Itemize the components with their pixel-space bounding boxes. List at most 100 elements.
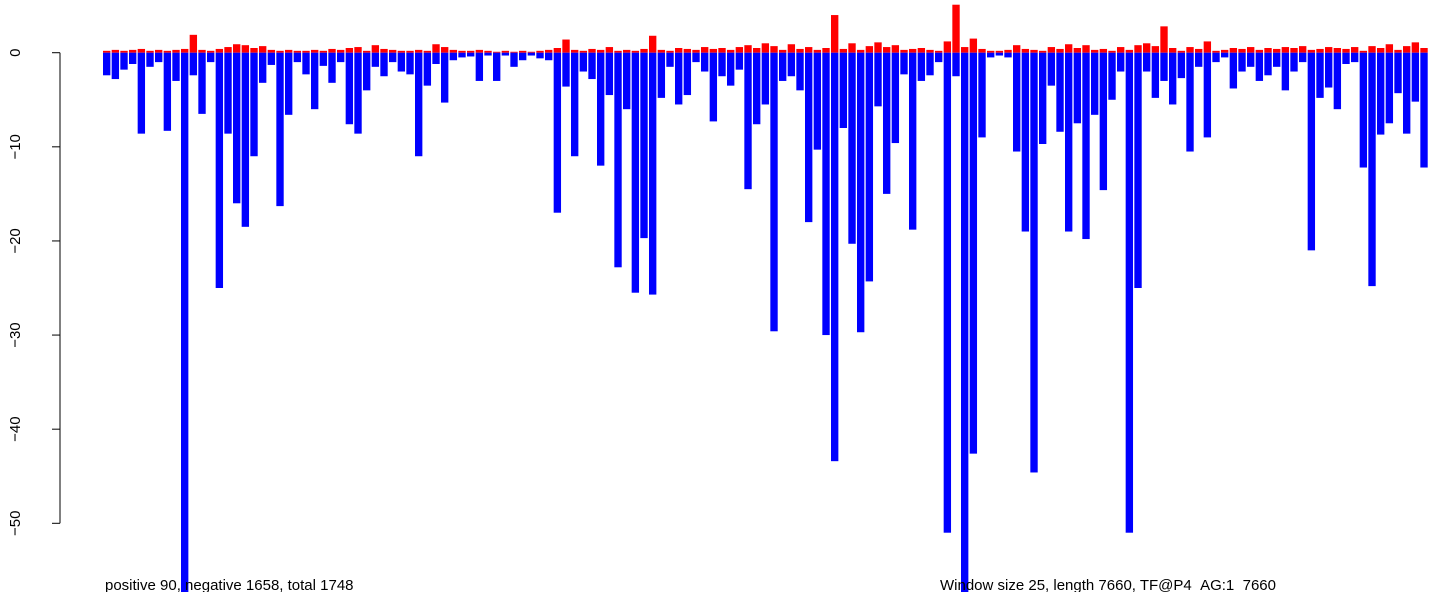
bar (839, 48, 848, 53)
bar (380, 52, 388, 77)
bar (1316, 52, 1324, 98)
bar (1056, 48, 1064, 53)
y-tick-label: 0 (7, 49, 24, 57)
bar (363, 52, 371, 91)
bar (233, 52, 241, 204)
bar (900, 52, 908, 75)
bar (189, 34, 198, 53)
bar (1134, 45, 1142, 53)
bar (354, 52, 362, 134)
bar (163, 52, 172, 131)
bar (1368, 46, 1376, 53)
bar (406, 52, 414, 75)
bar (623, 52, 631, 110)
bar (727, 49, 735, 53)
bar (1169, 48, 1177, 53)
bar (441, 47, 449, 53)
bar (146, 50, 154, 53)
bar (1039, 52, 1047, 144)
bar (969, 38, 978, 53)
bar (354, 47, 362, 53)
bar (458, 50, 466, 53)
bar (267, 49, 276, 53)
bar (943, 52, 952, 533)
bar (631, 52, 640, 293)
bar (883, 47, 891, 53)
bar (640, 52, 648, 239)
bar (805, 52, 813, 223)
bar (623, 49, 631, 53)
bar (796, 52, 804, 91)
bar (701, 52, 709, 72)
bar (293, 50, 302, 53)
bar (319, 52, 328, 66)
bar (1221, 49, 1229, 53)
bar (345, 48, 354, 53)
bar (103, 52, 111, 76)
bar (1186, 47, 1194, 53)
bar (1065, 52, 1073, 232)
bar (813, 49, 822, 53)
bar (207, 50, 215, 53)
bar (1143, 52, 1151, 72)
bar (319, 50, 328, 53)
bar (172, 49, 180, 53)
bar (1091, 49, 1099, 53)
bar (744, 52, 752, 190)
bar (1160, 26, 1168, 53)
bar (484, 52, 492, 56)
bar (1264, 48, 1272, 53)
bar (397, 50, 406, 53)
bar (1056, 52, 1064, 132)
bar (657, 49, 666, 53)
bar (822, 52, 830, 336)
y-tick-label: −20 (7, 228, 24, 253)
bar (1403, 46, 1411, 53)
bar (969, 52, 978, 454)
bar (1351, 52, 1359, 63)
bar (571, 49, 579, 53)
bar (259, 52, 267, 83)
bar (961, 52, 969, 592)
bar (735, 52, 744, 70)
bar (952, 52, 960, 77)
bar (917, 52, 926, 81)
bar (1091, 52, 1099, 115)
bar (467, 52, 475, 57)
bar (215, 48, 224, 53)
bar (484, 50, 492, 53)
bar (839, 52, 848, 128)
bar (1212, 50, 1220, 53)
bar (614, 52, 622, 268)
bar (250, 48, 258, 53)
bar (371, 52, 380, 67)
bar (805, 47, 813, 53)
bar (831, 52, 839, 462)
bar (692, 49, 700, 53)
bar (1212, 52, 1220, 63)
bar (1125, 49, 1134, 53)
bar (449, 49, 458, 53)
bar (449, 52, 458, 61)
bar (155, 49, 163, 53)
bar (891, 52, 900, 144)
bar (1203, 41, 1212, 53)
bar (1264, 52, 1272, 76)
bar (978, 48, 986, 53)
bar (657, 52, 666, 98)
bar (1333, 48, 1342, 53)
bar (224, 47, 232, 53)
bar (493, 51, 501, 53)
bar (1004, 49, 1012, 53)
bar (337, 49, 345, 53)
bar (371, 45, 380, 53)
bar (146, 52, 154, 67)
bar (181, 48, 189, 53)
bar (1290, 48, 1298, 53)
bar (640, 48, 648, 53)
bar (1039, 50, 1047, 53)
bar (276, 52, 284, 207)
bar (1160, 52, 1168, 81)
bar (510, 52, 518, 67)
bar (1273, 48, 1281, 53)
